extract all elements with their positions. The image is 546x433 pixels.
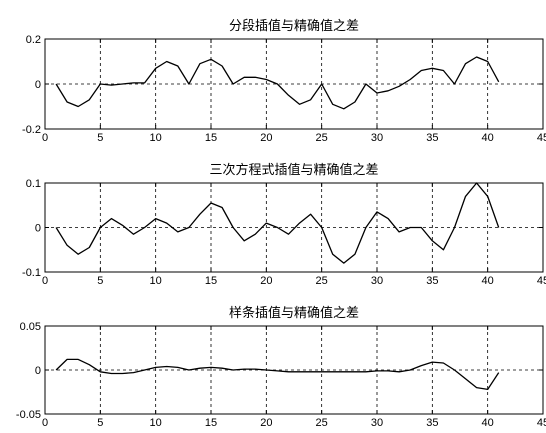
x-tick-label: 20 [260,132,272,144]
x-tick-label: 10 [150,417,162,429]
x-tick-label: 35 [426,132,438,144]
subplot-title: 分段插值与精确值之差 [229,18,359,34]
subplot-1: 分段插值与精确值之差051015202530354045-0.200.2 [22,18,546,144]
x-tick-label: 10 [150,132,162,144]
x-tick-label: 5 [97,132,103,144]
x-tick-label: 0 [42,132,48,144]
x-tick-label: 25 [316,132,328,144]
y-tick-label: -0.05 [16,409,41,421]
x-tick-label: 15 [205,132,217,144]
x-tick-label: 30 [371,417,383,429]
y-tick-label: 0.2 [26,34,41,46]
x-tick-label: 20 [260,417,272,429]
y-tick-label: 0 [35,79,41,91]
x-tick-label: 25 [316,417,328,429]
subplot-2: 三次方程式插值与精确值之差051015202530354045-0.100.1 [22,162,546,287]
x-tick-label: 0 [42,275,48,287]
y-tick-label: 0 [35,223,41,235]
x-tick-label: 0 [42,417,48,429]
y-tick-label: -0.2 [22,124,41,136]
x-tick-label: 45 [537,132,546,144]
x-tick-label: 45 [537,417,546,429]
x-tick-label: 40 [482,132,494,144]
x-tick-label: 30 [371,132,383,144]
series-line-3-1 [55,358,500,391]
series-line-2-1 [55,182,500,264]
x-tick-label: 40 [482,417,494,429]
x-tick-label: 15 [205,417,217,429]
y-tick-label: 0.05 [20,321,41,333]
y-tick-label: 0.1 [26,178,41,190]
x-tick-label: 10 [150,275,162,287]
y-tick-label: -0.1 [22,267,41,279]
x-tick-label: 5 [97,275,103,287]
x-tick-label: 40 [482,275,494,287]
subplot-title: 样条插值与精确值之差 [229,305,359,321]
x-tick-label: 25 [316,275,328,287]
x-tick-label: 35 [426,275,438,287]
x-tick-label: 45 [537,275,546,287]
x-tick-label: 30 [371,275,383,287]
series-line-1-1 [55,56,500,110]
subplot-title: 三次方程式插值与精确值之差 [209,162,378,178]
x-tick-label: 20 [260,275,272,287]
x-tick-label: 5 [97,417,103,429]
x-tick-label: 15 [205,275,217,287]
y-tick-label: 0 [35,365,41,377]
x-tick-label: 35 [426,417,438,429]
